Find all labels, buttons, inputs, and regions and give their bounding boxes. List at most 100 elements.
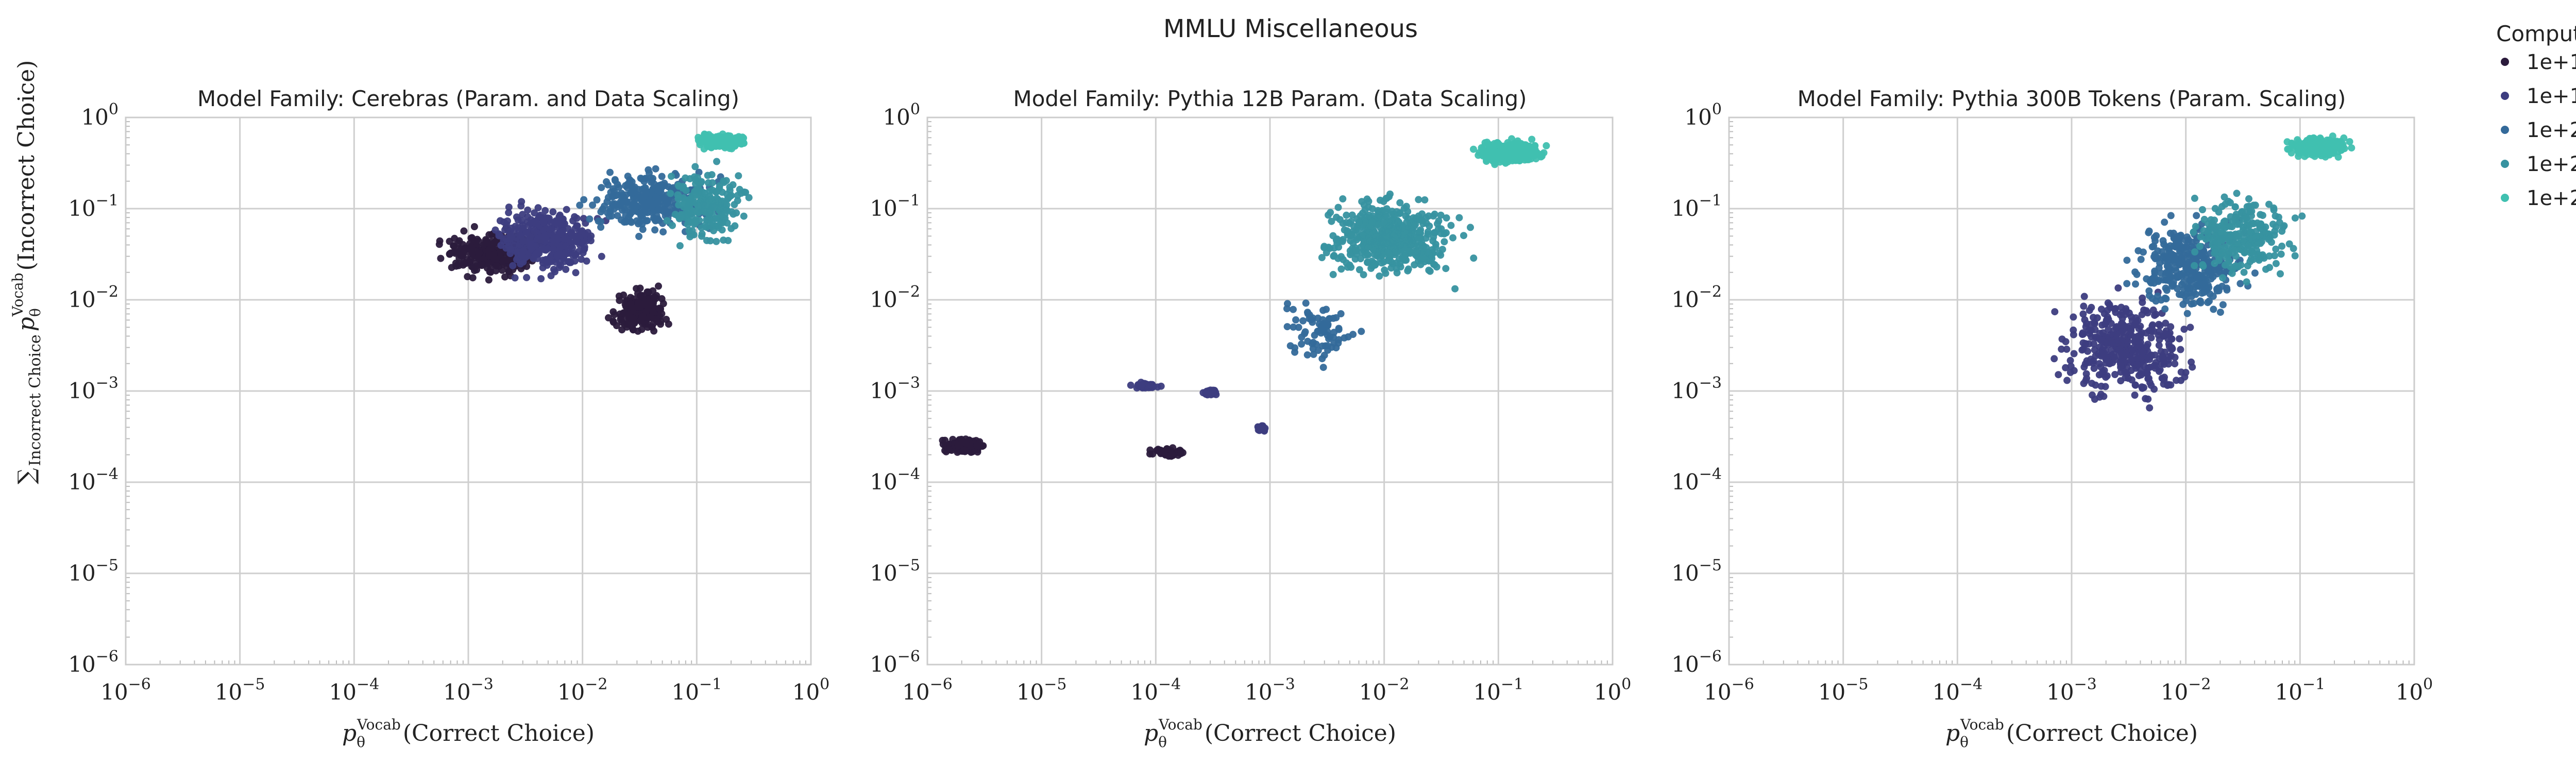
data-point bbox=[2228, 269, 2236, 277]
data-point bbox=[700, 145, 708, 153]
data-point bbox=[2133, 361, 2141, 368]
data-point bbox=[2176, 335, 2183, 343]
data-point bbox=[2227, 199, 2234, 207]
data-point bbox=[2211, 245, 2218, 252]
data-point bbox=[553, 252, 561, 260]
data-point bbox=[2143, 369, 2151, 377]
ylabel-tail: (Incorrect Choice) bbox=[13, 60, 40, 271]
data-point bbox=[1374, 213, 1382, 221]
data-point bbox=[1353, 236, 1361, 244]
y-tick-label: 10−4 bbox=[870, 465, 920, 495]
data-point bbox=[663, 217, 671, 225]
data-point bbox=[2146, 355, 2153, 363]
data-point bbox=[524, 213, 532, 220]
data-point bbox=[680, 194, 687, 202]
data-point bbox=[522, 233, 530, 241]
data-point bbox=[2070, 350, 2078, 358]
legend-marker bbox=[2501, 58, 2509, 66]
data-point bbox=[436, 237, 444, 245]
data-point bbox=[705, 138, 713, 146]
data-point bbox=[1443, 214, 1450, 222]
data-point bbox=[597, 224, 605, 231]
data-point bbox=[2155, 328, 2163, 335]
data-point bbox=[2182, 261, 2190, 269]
data-point bbox=[2339, 141, 2347, 148]
data-point bbox=[464, 273, 471, 280]
data-point bbox=[515, 227, 523, 234]
data-point bbox=[2318, 150, 2326, 158]
data-point bbox=[505, 203, 513, 211]
data-point bbox=[640, 178, 648, 185]
data-point bbox=[1318, 254, 1326, 261]
data-point bbox=[1330, 252, 1337, 260]
x-tick-label: 10−3 bbox=[2046, 675, 2097, 705]
data-point bbox=[634, 299, 642, 307]
data-point bbox=[605, 212, 613, 220]
data-point bbox=[2095, 371, 2103, 379]
data-point bbox=[2148, 295, 2156, 302]
data-point bbox=[2147, 334, 2155, 342]
data-point bbox=[698, 232, 705, 240]
data-point bbox=[613, 191, 621, 199]
data-point bbox=[1144, 381, 1152, 388]
data-point bbox=[634, 194, 642, 201]
data-point bbox=[469, 274, 477, 282]
data-point bbox=[2252, 233, 2260, 241]
data-point bbox=[2162, 319, 2170, 327]
data-point bbox=[586, 215, 594, 223]
data-point bbox=[2157, 348, 2165, 355]
y-tick-label: 10−4 bbox=[68, 465, 118, 495]
data-point bbox=[641, 184, 649, 192]
data-point bbox=[698, 196, 706, 203]
data-point bbox=[2128, 357, 2136, 365]
data-point bbox=[485, 276, 493, 284]
data-point bbox=[2190, 228, 2197, 236]
data-point bbox=[2221, 217, 2229, 225]
data-point bbox=[609, 317, 617, 325]
data-point bbox=[612, 177, 619, 184]
data-point bbox=[1483, 156, 1490, 164]
data-point bbox=[578, 227, 586, 235]
data-point bbox=[1330, 314, 1337, 322]
data-point bbox=[606, 168, 614, 176]
data-point bbox=[2137, 370, 2144, 378]
data-point bbox=[1319, 364, 1327, 371]
data-point bbox=[2211, 232, 2219, 240]
data-point bbox=[649, 308, 657, 316]
data-point bbox=[2231, 203, 2239, 211]
data-point bbox=[2196, 297, 2204, 305]
data-point bbox=[633, 202, 640, 210]
y-tick-label: 10−6 bbox=[1671, 648, 1722, 677]
data-point bbox=[1378, 259, 1385, 267]
data-point bbox=[1386, 252, 1394, 260]
data-point bbox=[603, 178, 610, 185]
data-point bbox=[2168, 250, 2176, 258]
data-point bbox=[2230, 240, 2238, 247]
data-point bbox=[2066, 356, 2074, 364]
data-point bbox=[2091, 346, 2098, 354]
y-tick-label: 10−5 bbox=[870, 556, 920, 586]
data-point bbox=[736, 185, 743, 193]
data-point bbox=[523, 218, 531, 226]
data-point bbox=[1361, 206, 1369, 214]
data-point bbox=[2278, 242, 2286, 250]
data-point bbox=[2200, 227, 2208, 234]
data-point bbox=[2163, 286, 2171, 294]
data-point bbox=[1309, 338, 1317, 346]
data-point bbox=[1301, 328, 1309, 336]
data-point bbox=[517, 260, 524, 268]
data-point bbox=[2271, 227, 2279, 235]
data-point bbox=[2221, 193, 2228, 201]
data-point bbox=[2192, 223, 2199, 230]
data-point bbox=[551, 268, 558, 276]
data-point bbox=[2122, 374, 2129, 382]
data-point bbox=[2150, 253, 2158, 261]
data-point bbox=[1378, 208, 1385, 216]
data-point bbox=[1302, 299, 1310, 307]
data-point bbox=[1491, 159, 1499, 166]
data-point bbox=[2160, 376, 2168, 384]
data-point bbox=[1432, 244, 1439, 251]
data-point bbox=[622, 191, 630, 199]
data-point bbox=[619, 199, 626, 207]
data-point bbox=[666, 208, 673, 216]
